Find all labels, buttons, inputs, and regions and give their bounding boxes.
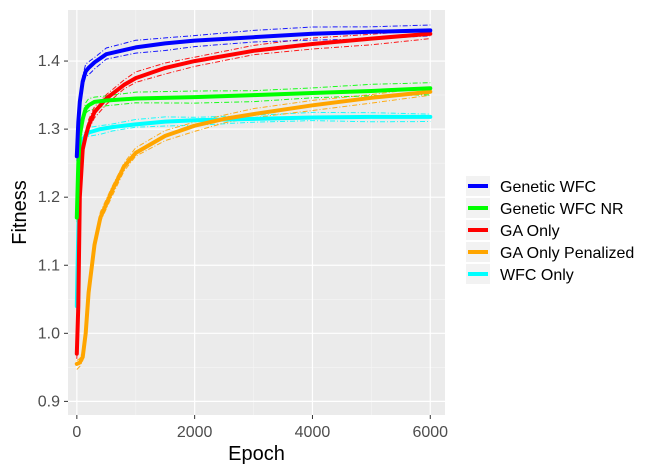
- y-tick-label: 1.3: [38, 121, 60, 138]
- y-axis-ticks: 0.9 1.0 1.1 1.2 1.3 1.4: [38, 53, 68, 410]
- series-spread-wfc-only: [76, 111, 431, 303]
- series-spread-ga-only-penalized: [76, 94, 431, 370]
- legend-item-ga-only-penalized: GA Only Penalized: [466, 242, 634, 262]
- legend-label: Genetic WFC NR: [500, 201, 624, 218]
- y-tick-label: 1.4: [38, 53, 60, 70]
- major-gridlines: [68, 10, 445, 415]
- series-spread-ga-only-penalized: [76, 86, 431, 361]
- legend-label: GA Only Penalized: [500, 245, 634, 262]
- series-line-wfc-only: [74, 114, 433, 309]
- series-line-ga-only: [74, 31, 433, 356]
- series-spread-genetic-wfc: [76, 24, 431, 150]
- plot-panel: [68, 10, 445, 415]
- legend-label: WFC Only: [500, 267, 574, 284]
- legend-item-wfc-only: WFC Only: [466, 264, 574, 284]
- x-tick-label: 6000: [412, 424, 448, 441]
- x-axis-ticks: 0 2000 4000 6000: [72, 415, 448, 441]
- legend-label: Genetic WFC: [500, 179, 596, 196]
- y-tick-label: 0.9: [38, 393, 60, 410]
- y-tick-label: 1.0: [38, 325, 60, 342]
- x-tick-label: 2000: [177, 424, 213, 441]
- legend-item-genetic-wfc-nr: Genetic WFC NR: [466, 198, 624, 218]
- y-axis-title: Fitness: [9, 180, 31, 244]
- x-tick-label: 0: [72, 424, 81, 441]
- series-spread-wfc-only: [76, 120, 431, 312]
- series-line-genetic-wfc-nr: [74, 86, 433, 220]
- series-spread-genetic-wfc: [76, 35, 431, 162]
- series-line-ga-only-penalized: [74, 89, 433, 366]
- x-tick-label: 4000: [295, 424, 331, 441]
- legend: Genetic WFC Genetic WFC NR GA Only GA Only …: [466, 176, 634, 284]
- series-line-genetic-wfc: [74, 28, 433, 159]
- x-axis-title: Epoch: [228, 443, 285, 464]
- y-tick-label: 1.2: [38, 189, 60, 206]
- series-spread-ga-only: [76, 38, 431, 359]
- legend-item-ga-only: GA Only: [466, 220, 560, 240]
- y-tick-label: 1.1: [38, 257, 60, 274]
- legend-label: GA Only: [500, 223, 560, 240]
- series-lines: [74, 28, 433, 366]
- legend-item-genetic-wfc: Genetic WFC: [466, 176, 596, 196]
